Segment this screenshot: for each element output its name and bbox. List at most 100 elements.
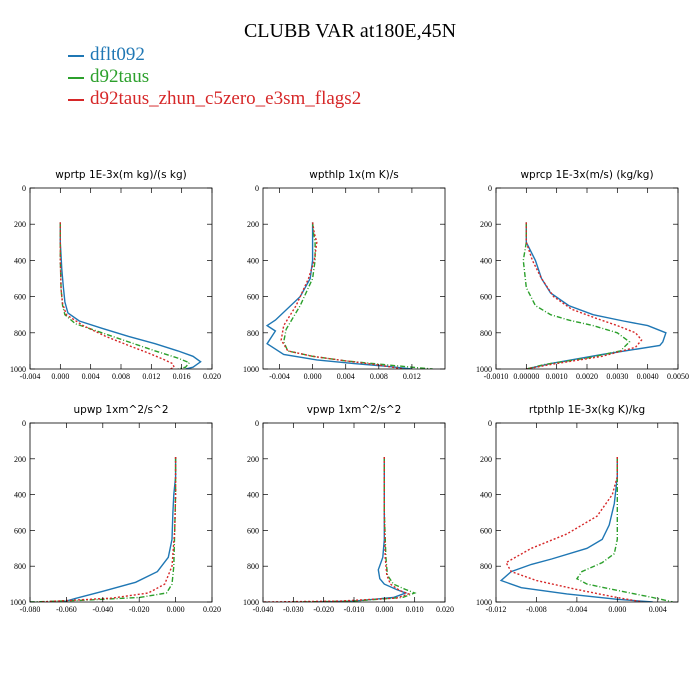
series-line-d92taus_zhun_c5zero_e3sm_flags2 xyxy=(505,457,643,602)
y-tick-label: 200 xyxy=(480,455,492,464)
x-tick-label: 0.000 xyxy=(608,605,626,614)
plot-frame xyxy=(29,187,213,370)
x-tick-label: -0.030 xyxy=(283,605,304,614)
x-tick-label: -0.020 xyxy=(313,605,334,614)
x-tick-label: 0.008 xyxy=(112,372,130,381)
legend-label: dflt092 xyxy=(90,44,145,65)
legend-line-icon xyxy=(68,76,84,79)
x-tick-label: -0.010 xyxy=(344,605,365,614)
panel-title: vpwp 1xm^2/s^2 xyxy=(307,404,402,416)
x-tick-label: -0.004 xyxy=(269,372,290,381)
y-tick-label: 400 xyxy=(247,256,259,265)
x-tick-label: 0.010 xyxy=(406,605,424,614)
plot-frame xyxy=(262,422,446,603)
x-tick-label: -0.008 xyxy=(526,605,547,614)
y-tick-label: 0 xyxy=(255,419,259,428)
series-line-dflt092 xyxy=(265,222,412,369)
x-tick-label: -0.004 xyxy=(567,605,588,614)
plot-frame xyxy=(262,187,446,370)
y-tick-label: 0 xyxy=(488,419,492,428)
x-tick-label: 0.00000 xyxy=(513,372,539,381)
y-tick-label: 400 xyxy=(247,491,259,500)
y-tick-label: 1000 xyxy=(476,365,492,374)
figure-title: CLUBB VAR at180E,45N xyxy=(243,20,457,42)
series-line-dflt092 xyxy=(317,457,408,602)
legend-item-dflt092: dflt092 xyxy=(68,44,145,66)
legend-line-icon xyxy=(68,98,84,101)
x-tick-label: 0.016 xyxy=(173,372,191,381)
y-tick-label: 600 xyxy=(480,293,492,302)
chart-panel-4: upwp 1xm^2/s^2 -0.080 -0.060 -0.040 -0.020 0.… xyxy=(10,404,221,614)
y-tick-label: 1000 xyxy=(476,598,492,607)
legend-item-d92taus-zhun: d92taus_zhun_c5zero_e3sm_flags2 xyxy=(68,88,361,110)
y-tick-label: 200 xyxy=(480,220,492,229)
x-tick-label: 0.012 xyxy=(403,372,421,381)
chart-panel-3: wprcp 1E-3x(m/s) (kg/kg) -0.0010 0.00000 0.… xyxy=(476,169,689,381)
y-tick-label: 600 xyxy=(480,526,492,535)
y-tick-label: 0 xyxy=(255,184,259,193)
y-tick-label: 600 xyxy=(14,526,26,535)
panel-title: wpthlp 1x(m K)/s xyxy=(309,169,399,181)
y-tick-label: 800 xyxy=(247,329,259,338)
y-tick-label: 200 xyxy=(247,220,259,229)
y-tick-label: 800 xyxy=(14,329,26,338)
y-tick-label: 800 xyxy=(480,329,492,338)
x-tick-label: 0.000 xyxy=(304,372,322,381)
y-tick-label: 400 xyxy=(480,256,492,265)
series-line-dflt092 xyxy=(62,457,177,602)
series-line-d92taus xyxy=(293,457,417,602)
plot-frame xyxy=(495,187,679,370)
legend-label: d92taus xyxy=(90,66,150,87)
plot-frame xyxy=(29,422,213,603)
y-tick-label: 1000 xyxy=(10,365,26,374)
series-line-d92taus xyxy=(575,457,674,602)
x-tick-label: -0.004 xyxy=(20,372,41,381)
x-tick-label: -0.0010 xyxy=(484,372,509,381)
chart-panel-6: rtpthlp 1E-3x(kg K)/kg -0.012 -0.008 -0.004… xyxy=(476,404,679,614)
x-tick-label: -0.012 xyxy=(486,605,507,614)
y-tick-label: 800 xyxy=(14,562,26,571)
y-tick-label: 800 xyxy=(480,562,492,571)
y-tick-label: 0 xyxy=(22,184,26,193)
y-tick-label: 200 xyxy=(14,455,26,464)
y-tick-label: 1000 xyxy=(10,598,26,607)
y-tick-label: 400 xyxy=(14,256,26,265)
x-tick-label: 0.000 xyxy=(51,372,69,381)
x-tick-label: 0.004 xyxy=(649,605,667,614)
x-tick-label: -0.040 xyxy=(253,605,274,614)
series-line-d92taus xyxy=(30,457,177,602)
y-tick-label: 600 xyxy=(247,293,259,302)
chart-panel-5: vpwp 1xm^2/s^2 -0.040 -0.030 -0.020 -0.010 0.… xyxy=(243,404,454,614)
series-line-dflt092 xyxy=(59,222,202,369)
y-tick-label: 800 xyxy=(247,562,259,571)
series-line-d92taus_zhun_c5zero_e3sm_flags2 xyxy=(280,222,404,369)
series-line-d92taus_zhun_c5zero_e3sm_flags2 xyxy=(525,222,643,369)
y-tick-label: 400 xyxy=(480,491,492,500)
x-tick-label: 0.0010 xyxy=(546,372,568,381)
y-tick-label: 1000 xyxy=(243,598,259,607)
x-tick-label: 0.020 xyxy=(203,372,221,381)
x-tick-label: -0.080 xyxy=(20,605,41,614)
x-tick-label: 0.0050 xyxy=(667,372,689,381)
x-tick-label: 0.000 xyxy=(375,605,393,614)
plot-frame xyxy=(495,422,679,603)
series-line-d92taus_zhun_c5zero_e3sm_flags2 xyxy=(59,222,176,369)
x-tick-label: -0.020 xyxy=(129,605,150,614)
x-tick-label: 0.008 xyxy=(370,372,388,381)
x-tick-label: -0.060 xyxy=(56,605,77,614)
legend-item-d92taus: d92taus xyxy=(68,66,149,88)
series-line-dflt092 xyxy=(525,222,667,369)
x-tick-label: 0.000 xyxy=(167,605,185,614)
y-tick-label: 200 xyxy=(14,220,26,229)
y-tick-label: 200 xyxy=(247,455,259,464)
legend-line-icon xyxy=(68,54,84,57)
panel-title: upwp 1xm^2/s^2 xyxy=(74,404,169,416)
series-line-d92taus xyxy=(522,222,631,369)
y-tick-label: 600 xyxy=(14,293,26,302)
series-line-d92taus_zhun_c5zero_e3sm_flags2 xyxy=(39,457,177,602)
y-tick-label: 600 xyxy=(247,526,259,535)
x-tick-label: 0.020 xyxy=(203,605,221,614)
x-tick-label: 0.012 xyxy=(142,372,160,381)
x-tick-label: 0.0020 xyxy=(576,372,598,381)
